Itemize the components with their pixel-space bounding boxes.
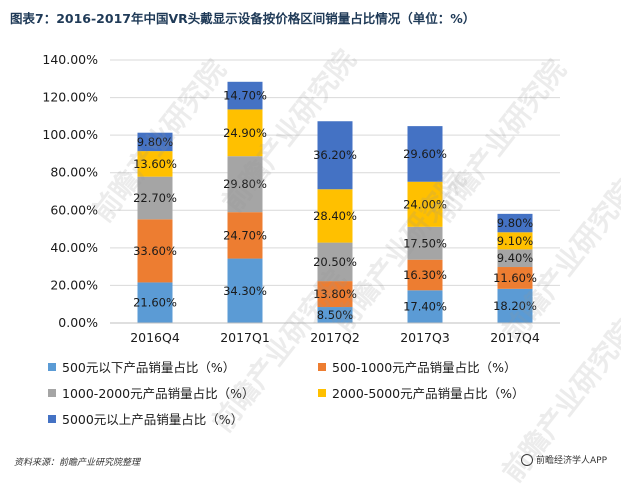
data-label: 9.10% (497, 234, 534, 248)
legend-swatch (48, 414, 56, 423)
bar-segment (497, 232, 533, 250)
data-label: 24.70% (223, 228, 267, 242)
y-tick-label: 100.00% (42, 127, 98, 142)
data-label: 13.80% (313, 287, 357, 301)
data-label: 21.60% (133, 296, 177, 310)
bar-segment (317, 281, 353, 308)
bar-segment (407, 290, 443, 323)
source-note: 资料来源：前瞻产业研究院整理 (14, 458, 141, 468)
data-label: 18.20% (493, 299, 537, 313)
bar-segment (227, 258, 263, 323)
legend-label: 1000-2000元产品销量占比（%） (62, 386, 255, 401)
x-tick-label: 2017Q1 (220, 330, 270, 345)
bars (137, 81, 533, 323)
x-tick-label: 2017Q2 (310, 330, 360, 345)
bar-segment (137, 176, 173, 220)
legend-swatch (318, 362, 326, 371)
data-label: 17.50% (403, 236, 447, 250)
legend-item: 2000-5000元产品销量占比（%） (318, 383, 525, 402)
data-label: 22.70% (133, 191, 177, 205)
bar-segment (497, 213, 533, 233)
bar-segment (407, 259, 443, 291)
legend-item: 1000-2000元产品销量占比（%） (48, 383, 255, 402)
x-tick-label: 2017Q3 (400, 330, 450, 345)
data-label: 20.50% (313, 255, 357, 269)
data-label: 17.40% (403, 300, 447, 314)
y-tick-label: 40.00% (50, 240, 98, 255)
y-tick-label: 0.00% (58, 315, 98, 330)
legend-swatch (48, 388, 56, 397)
brand-credit: 前瞻经济学人APP (520, 453, 607, 466)
legend-label: 500元以下产品销量占比（%） (62, 360, 236, 375)
data-label: 8.50% (317, 308, 354, 322)
bar-segment (137, 151, 173, 177)
data-label: 34.30% (223, 284, 267, 298)
bar-segment (227, 81, 263, 110)
stacked-bar-chart: 0.00% 20.00% 40.00% 60.00% 80.00% 100.00% 120.… (42, 52, 560, 345)
data-label: 11.60% (493, 271, 537, 285)
bar-segment (317, 189, 353, 243)
bar-segment (137, 132, 173, 152)
legend-label: 2000-5000元产品销量占比（%） (332, 386, 525, 401)
x-axis: 2016Q4 2017Q1 2017Q2 2017Q3 2017Q4 (110, 322, 560, 345)
bar-segment (497, 267, 533, 289)
bar-segment (227, 156, 263, 213)
data-label: 16.30% (403, 268, 447, 282)
data-label: 13.60% (133, 157, 177, 171)
bar-segment (497, 288, 533, 323)
data-label: 9.40% (497, 251, 534, 265)
data-label: 24.90% (223, 126, 267, 140)
data-labels: 21.60% 33.60% 22.70% 13.60% 9.80% 34.30% 24.70… (133, 89, 537, 322)
bar-segment (317, 307, 353, 323)
data-label: 33.60% (133, 244, 177, 258)
bar-segment (407, 226, 443, 260)
legend-swatch (318, 388, 326, 397)
y-axis: 0.00% 20.00% 40.00% 60.00% 80.00% 100.00% 120.… (42, 52, 98, 330)
legend-swatch (48, 362, 56, 371)
data-label: 14.70% (223, 89, 267, 103)
bar-segment (407, 181, 443, 227)
bar-segment (497, 249, 533, 268)
y-tick-label: 80.00% (50, 165, 98, 180)
data-label: 24.00% (403, 197, 447, 211)
x-tick-label: 2016Q4 (130, 330, 180, 345)
chart-title: 图表7：2016-2017年中国VR头戴显示设备按价格区间销量占比情况（单位：%… (10, 11, 476, 26)
legend-label: 5000元以上产品销量占比（%） (62, 412, 244, 427)
legend-item: 500元以下产品销量占比（%） (48, 357, 235, 376)
bar-segment (137, 219, 173, 283)
bar-segment (317, 121, 353, 190)
data-label: 29.80% (223, 177, 267, 191)
y-tick-label: 20.00% (50, 277, 98, 292)
data-label: 28.40% (313, 209, 357, 223)
data-label: 29.60% (403, 147, 447, 161)
bar-segment (407, 126, 443, 182)
bar-segment (227, 212, 263, 259)
y-tick-label: 140.00% (42, 52, 98, 67)
data-label: 9.80% (497, 216, 534, 230)
data-label: 36.20% (313, 148, 357, 162)
legend-item: 500-1000元产品销量占比（%） (318, 357, 517, 376)
bar-segment (317, 242, 353, 282)
bar-segment (137, 282, 173, 323)
brand-text: 前瞻经济学人APP (535, 456, 607, 466)
x-tick-label: 2017Q4 (490, 330, 540, 345)
data-label: 9.80% (137, 135, 174, 149)
brand-logo-icon (520, 453, 533, 466)
bar-segment (227, 109, 263, 157)
legend-label: 500-1000元产品销量占比（%） (332, 360, 517, 375)
y-tick-label: 60.00% (50, 202, 98, 217)
y-tick-label: 120.00% (42, 90, 98, 105)
legend-item: 5000元以上产品销量占比（%） (48, 409, 243, 428)
